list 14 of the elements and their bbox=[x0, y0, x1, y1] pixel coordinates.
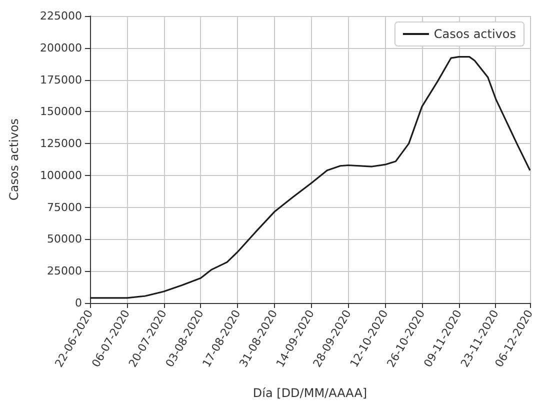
y-tick-label: 125000 bbox=[40, 137, 82, 150]
y-axis-title: Casos activos bbox=[7, 118, 21, 201]
legend-label: Casos activos bbox=[434, 27, 516, 41]
y-tick-label: 175000 bbox=[40, 73, 82, 86]
y-tick-label: 100000 bbox=[40, 168, 82, 182]
y-tick-label: 0 bbox=[75, 296, 82, 310]
line-series bbox=[89, 56, 531, 299]
y-tick-label: 50000 bbox=[47, 232, 82, 246]
y-tick-label: 75000 bbox=[47, 200, 82, 214]
y-tick-label: 225000 bbox=[40, 10, 82, 22]
y-tick-label: 25000 bbox=[47, 264, 82, 278]
y-tick-label: 150000 bbox=[40, 105, 82, 118]
y-tick-label: 200000 bbox=[40, 41, 82, 54]
x-axis-title: Día [DD/MM/AAAA] bbox=[252, 386, 368, 400]
